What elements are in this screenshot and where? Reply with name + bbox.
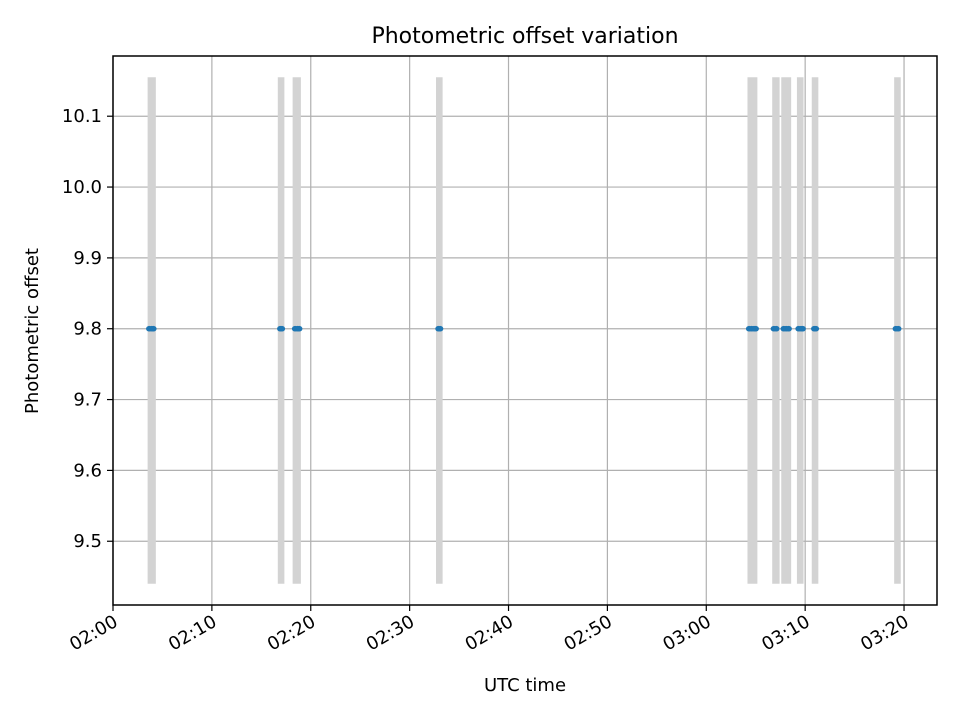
x-tick-label: 02:40 [462,611,517,655]
data-point [150,325,157,332]
data-point [895,325,902,332]
data-point [278,325,286,332]
data-point [773,325,780,332]
x-tick-label: 02:00 [66,611,121,655]
y-tick-label: 9.9 [73,248,102,269]
x-tick-label: 02:20 [264,611,319,655]
data-point [436,325,444,332]
y-tick-label: 10.1 [62,106,102,127]
y-tick-label: 9.7 [73,390,102,411]
data-point [752,325,759,332]
chart-title: Photometric offset variation [371,24,678,49]
y-axis-label: Photometric offset [22,248,43,414]
y-axis-ticks: 9.5 9.6 9.7 9.8 9.9 10.0 10.1 [62,106,113,552]
data-points [146,325,902,332]
data-point [785,325,792,332]
x-tick-label: 02:30 [363,611,418,655]
x-tick-label: 03:10 [758,611,813,655]
y-tick-label: 9.5 [73,531,102,552]
x-tick-label: 03:00 [659,611,714,655]
data-point [812,325,820,332]
x-axis-ticks: 02:00 02:10 02:20 02:30 02:40 02:50 03:00 03:10… [66,605,913,655]
x-tick-label: 02:10 [165,611,220,655]
y-tick-label: 9.6 [73,460,102,481]
y-tick-label: 9.8 [73,319,102,340]
data-point [296,325,303,332]
x-tick-label: 02:50 [560,611,615,655]
y-tick-label: 10.0 [62,177,102,198]
x-tick-label: 03:20 [857,611,912,655]
plot-frame [112,55,938,606]
data-point [799,325,806,332]
x-axis-label: UTC time [484,675,566,696]
